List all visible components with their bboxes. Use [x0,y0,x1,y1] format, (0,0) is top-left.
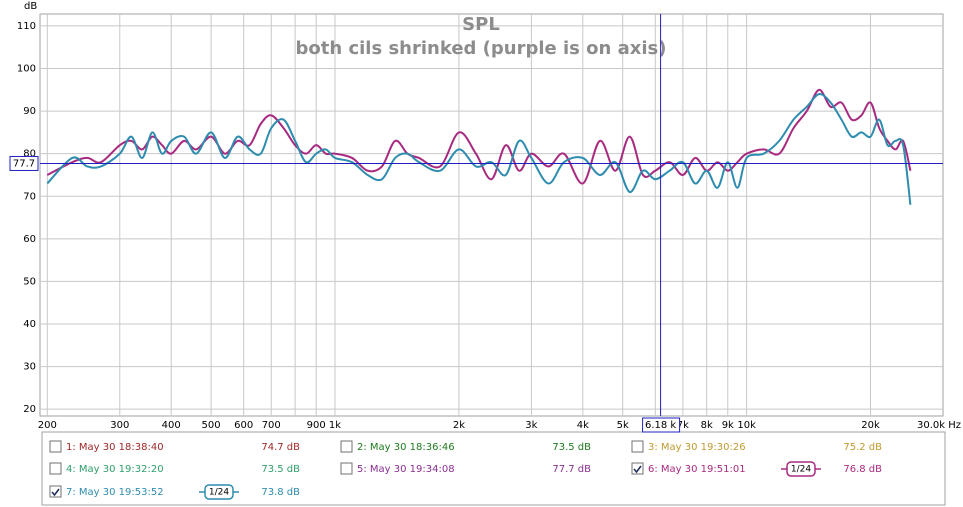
legend-level: 74.7 dB [261,442,300,453]
y-tick-label: 40 [23,319,36,330]
y-tick-label: 100 [17,64,36,75]
x-tick-label: 1k [329,420,341,431]
x-tick-label: 7k [677,420,689,431]
x-tick-label: 500 [202,420,221,431]
legend-label: 2: May 30 18:36:46 [357,442,455,453]
y-tick-label: 50 [23,276,36,287]
x-tick-label: 5k [617,420,629,431]
legend-level: 75.2 dB [843,442,882,453]
x-tick-label: 8k [701,420,713,431]
legend-label: 7: May 30 19:53:52 [66,487,164,498]
legend-label: 4: May 30 19:32:20 [66,464,164,475]
checkbox[interactable] [340,462,353,475]
cursor-y-label: 77.7 [13,158,35,169]
legend-label: 1: May 30 18:38:40 [66,442,164,453]
checkbox[interactable] [49,485,62,498]
smoothing-label: 1/24 [209,488,229,498]
x-tick-label: 3k [525,420,537,431]
x-tick-label: 300 [110,420,129,431]
legend-level: 76.8 dB [843,464,882,475]
data-line [46,88,912,185]
legend-label: 5: May 30 19:34:08 [357,464,455,475]
cursor-y-box [9,155,39,171]
checkmark [633,465,642,474]
x-tick-label: 600 [234,420,253,431]
x-tick-label: 4k [577,420,589,431]
y-tick-label: 80 [23,149,36,160]
y-tick-label: 90 [23,106,36,117]
data-line [46,93,912,205]
checkbox[interactable] [631,462,644,475]
x-tick-label: 200 [38,420,57,431]
legend-label: 3: May 30 19:30:26 [648,442,746,453]
y-tick-label: 70 [23,191,36,202]
legend-level: 73.5 dB [261,464,300,475]
checkmark [51,488,60,497]
y-tick-label: 30 [23,362,36,373]
x-tick-label: 2k [453,420,465,431]
smoothing-badge [786,461,816,477]
smoothing-badge [204,484,234,500]
y-axis-label: dB [24,1,37,12]
legend-label: 6: May 30 19:51:01 [648,464,746,475]
legend-level: 73.8 dB [261,487,300,498]
checkbox[interactable] [49,440,62,453]
chart-subtitle: both cils shrinked (purple is on axis) [296,38,667,59]
checkbox[interactable] [631,440,644,453]
cursor-x-label: 6.18 k [645,420,676,431]
checkbox[interactable] [340,440,353,453]
cursor-x-box [642,417,681,433]
x-tick-label: 9k [722,420,734,431]
y-tick-label: 60 [23,234,36,245]
checkbox[interactable] [49,462,62,475]
smoothing-label: 1/24 [791,465,811,475]
plot-area [39,13,944,417]
y-tick-label: 110 [17,21,36,32]
x-tick-label: 30.0k Hz [917,420,961,431]
x-tick-label: 400 [162,420,181,431]
chart-title: SPL [462,14,500,35]
legend-level: 77.7 dB [552,464,591,475]
x-tick-label: 700 [262,420,281,431]
x-tick-label: 10k [737,420,756,431]
x-tick-label: 20k [861,420,880,431]
x-tick-label: 900 [307,420,326,431]
y-tick-label: 20 [23,404,36,415]
legend-level: 73.5 dB [552,442,591,453]
